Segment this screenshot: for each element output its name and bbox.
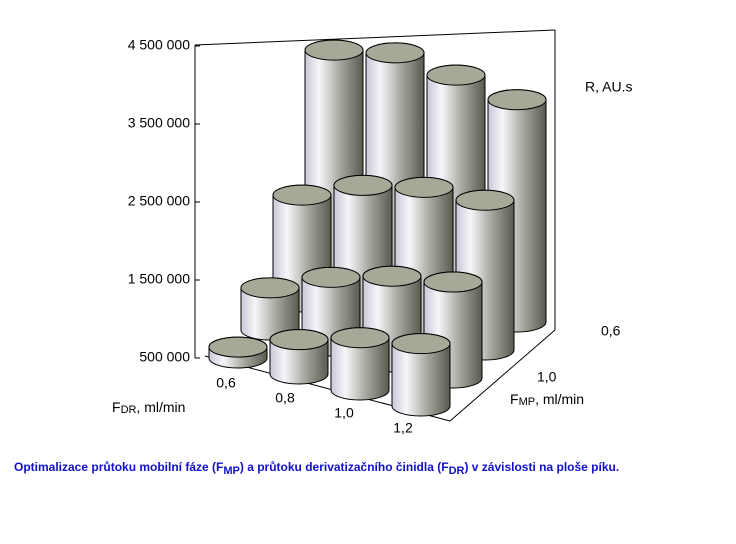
cylinder-top (272, 184, 332, 206)
depth-axis-title: FMP, ml/min (510, 391, 584, 408)
z-tick-label: 2 500 000 (128, 193, 190, 209)
z-tick-label: 3 500 000 (128, 115, 190, 131)
cylinder-top (208, 336, 268, 358)
z-tick-label: 4 500 000 (128, 37, 190, 53)
caption-part: Optimalizace průtoku mobilní fáze (F (14, 460, 223, 474)
cylinder-top (304, 39, 364, 61)
cylinder-top (391, 333, 451, 355)
z-axis-title: R, AU.s (585, 79, 632, 95)
cylinder-top (240, 277, 300, 299)
z-tick-label: 500 000 (139, 349, 190, 365)
x-title-rest: , ml/min (136, 399, 185, 415)
depth-tick-label: 1,0 (537, 369, 557, 385)
x-title-main: F (112, 399, 121, 415)
caption: Optimalizace průtoku mobilní fáze (FMP) … (14, 460, 619, 477)
x-tick-label: 0,8 (275, 390, 295, 406)
caption-part: ) v závislosti na ploše píku. (464, 460, 619, 474)
cylinder-top (362, 265, 422, 287)
cylinder-top (423, 271, 483, 293)
x-axis-title: FDR, ml/min (112, 399, 185, 416)
x-title-sub: DR (121, 404, 137, 416)
cylinder-top (394, 176, 454, 198)
cylinder-top (333, 174, 393, 196)
cylinder-top (330, 327, 390, 349)
depth-tick-label: 0,6 (601, 323, 621, 339)
caption-part: ) a průtoku derivatizačního činidla (F (240, 460, 449, 474)
cylinder-top (487, 89, 547, 111)
x-tick-label: 1,2 (393, 420, 413, 436)
cylinder-top (455, 189, 515, 211)
caption-sub: MP (223, 465, 240, 477)
z-tick-label: 1 500 000 (128, 271, 190, 287)
cylinder-top (301, 266, 361, 288)
x-tick-label: 0,6 (216, 375, 236, 391)
cylinder-top (365, 42, 425, 64)
depth-title-sub: MP (519, 396, 536, 408)
caption-sub: DR (449, 465, 465, 477)
cylinder-top (269, 329, 329, 351)
x-tick-label: 1,0 (334, 405, 354, 421)
depth-title-rest: , ml/min (535, 391, 584, 407)
depth-title-main: F (510, 391, 519, 407)
cylinder-top (426, 64, 486, 86)
